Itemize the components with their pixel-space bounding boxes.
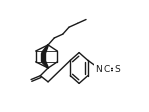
- Polygon shape: [42, 45, 48, 55]
- Text: S: S: [114, 64, 120, 73]
- Text: N: N: [95, 64, 102, 73]
- Polygon shape: [42, 60, 48, 69]
- Text: C: C: [104, 64, 110, 73]
- Polygon shape: [41, 54, 45, 61]
